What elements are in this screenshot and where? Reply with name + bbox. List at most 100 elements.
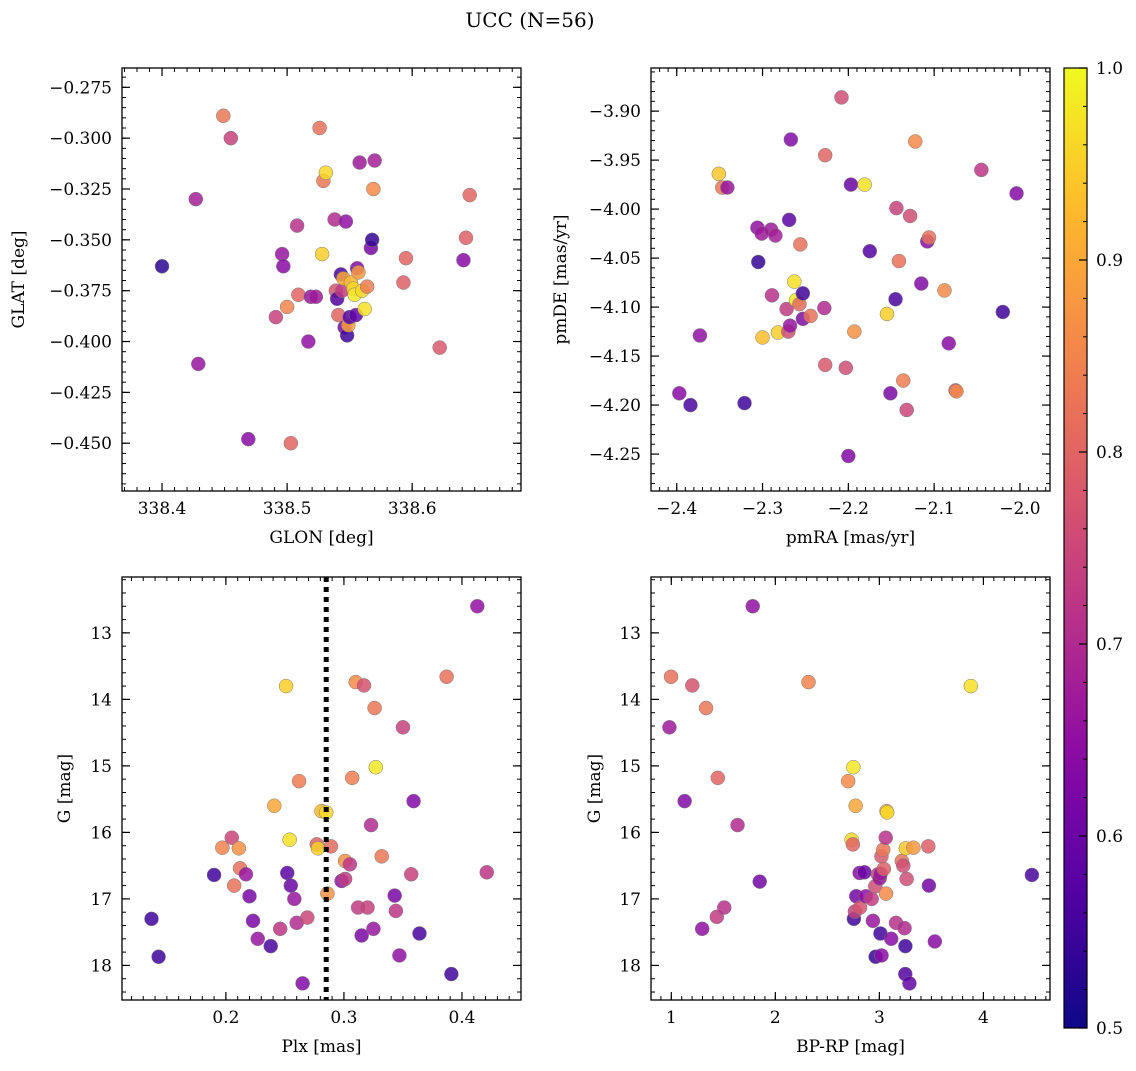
data-point <box>879 306 895 322</box>
data-point <box>338 214 354 229</box>
y-tick-label: 18 <box>619 956 641 976</box>
data-point <box>351 265 366 280</box>
data-point <box>282 832 297 847</box>
data-point <box>677 793 692 809</box>
y-axis-label: G [mag] <box>55 754 75 823</box>
y-tick-label: −0.350 <box>49 231 112 251</box>
data-point <box>914 276 929 291</box>
data-point <box>291 287 306 302</box>
data-point <box>144 911 159 927</box>
points-group <box>154 108 477 451</box>
data-point <box>889 200 904 216</box>
data-point <box>921 230 937 245</box>
scatter-panel-3: 0.2 0.3 0.4 13 14 15 16 17 18 Plx [mas] G [mag] <box>55 576 522 1057</box>
data-point <box>841 448 856 464</box>
data-point <box>730 817 745 833</box>
data-point <box>840 773 856 789</box>
x-tick-label: 338.4 <box>138 499 187 519</box>
colorbar-tick-label: 0.7 <box>1096 635 1123 655</box>
y-tick-label: 13 <box>619 624 641 644</box>
data-point <box>366 181 381 197</box>
data-point <box>781 212 797 228</box>
data-point <box>226 878 242 893</box>
data-point <box>300 910 315 925</box>
data-point <box>308 289 324 305</box>
data-point <box>899 402 914 418</box>
data-point <box>354 928 369 943</box>
data-point <box>263 938 278 954</box>
data-point <box>847 324 862 339</box>
colorbar-tick-label: 1.0 <box>1096 59 1123 79</box>
data-point <box>755 330 770 345</box>
y-tick-label: −0.400 <box>49 333 112 353</box>
data-point <box>287 891 302 907</box>
data-point <box>862 243 878 259</box>
x-tick-label: 0.4 <box>448 1008 475 1028</box>
y-tick-label: −4.10 <box>589 298 641 318</box>
data-point <box>864 891 879 907</box>
data-point <box>310 841 326 856</box>
data-point <box>276 259 291 274</box>
axes-frame <box>650 67 1051 492</box>
x-tick-label: 0.2 <box>212 1008 239 1028</box>
data-point <box>888 291 903 307</box>
colorbar-gradient <box>1063 67 1088 1029</box>
x-tick-label: 338.6 <box>388 499 437 519</box>
y-tick-label: 15 <box>619 757 641 777</box>
data-point <box>803 308 818 324</box>
data-point <box>801 674 816 690</box>
data-point <box>283 435 299 451</box>
y-axis-label: pmDE [mas/yr] <box>551 214 571 344</box>
data-point <box>359 279 375 294</box>
y-tick-label: 16 <box>619 823 641 843</box>
data-point <box>817 357 833 373</box>
data-point <box>897 920 912 936</box>
data-point <box>403 867 419 882</box>
data-point <box>941 336 956 351</box>
data-point <box>995 304 1011 320</box>
data-point <box>891 253 907 269</box>
y-tick-label: −4.05 <box>589 249 641 269</box>
data-point <box>360 900 375 915</box>
data-point <box>432 340 447 355</box>
data-point <box>462 187 477 203</box>
x-axis-label: Plx [mas] <box>281 1037 361 1057</box>
data-point <box>396 275 411 290</box>
data-point <box>752 874 767 889</box>
data-point <box>921 839 936 854</box>
data-point <box>692 328 708 343</box>
data-point <box>283 878 299 893</box>
data-point <box>902 976 917 991</box>
data-point <box>817 300 832 316</box>
data-point <box>267 798 282 814</box>
colorbar-tick-label: 0.8 <box>1096 443 1123 463</box>
data-point <box>875 842 891 857</box>
data-point <box>783 132 799 147</box>
data-point <box>876 861 892 877</box>
data-point <box>845 837 861 852</box>
data-point <box>865 913 881 929</box>
data-point <box>279 299 295 315</box>
data-point <box>301 334 316 349</box>
data-point <box>387 888 402 903</box>
data-point <box>245 913 261 929</box>
data-point <box>231 841 247 856</box>
data-point <box>337 871 353 887</box>
data-point <box>439 669 454 685</box>
data-point <box>206 867 222 883</box>
data-point <box>857 177 872 192</box>
x-tick-label: 2 <box>770 1008 781 1028</box>
axes-frame <box>121 67 522 492</box>
scatter-panel-2: −2.4 −2.3 −2.2 −2.1 −2.0 −3.90 −3.95 −4.00 −4.05… <box>551 67 1051 548</box>
data-point <box>906 840 921 855</box>
data-point <box>374 849 389 864</box>
data-point <box>898 938 913 954</box>
data-point <box>412 926 427 941</box>
y-tick-label: 18 <box>90 956 112 976</box>
scatter-panel-4: 1 2 3 4 13 14 15 16 17 18 BP-RP [mag] G [mag] <box>585 576 1051 1057</box>
y-tick-label: −0.325 <box>49 180 112 200</box>
data-point <box>795 286 811 301</box>
data-point <box>672 386 687 401</box>
figure-title: UCC (N=56) <box>465 8 594 32</box>
